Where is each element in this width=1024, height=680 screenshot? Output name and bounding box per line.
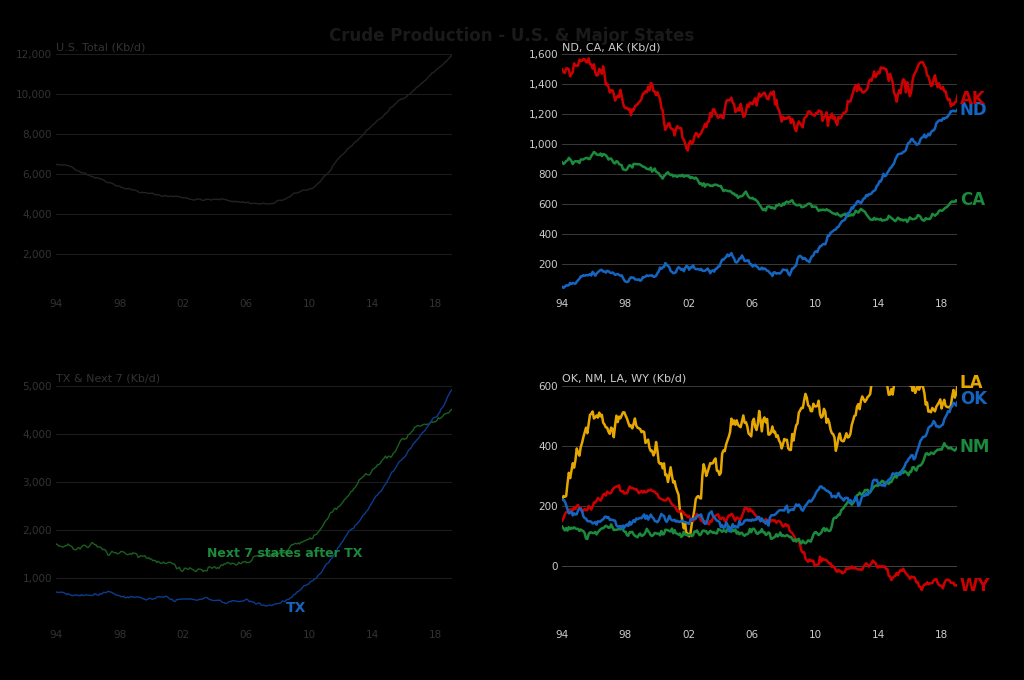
Text: OK: OK [959, 390, 987, 408]
Text: ND, CA, AK (Kb/d): ND, CA, AK (Kb/d) [562, 42, 660, 52]
Text: OK, NM, LA, WY (Kb/d): OK, NM, LA, WY (Kb/d) [562, 373, 686, 384]
Text: ND: ND [959, 101, 987, 118]
Text: Next 7 states after TX: Next 7 states after TX [207, 547, 362, 560]
Text: Crude Production - U.S. & Major States: Crude Production - U.S. & Major States [330, 27, 694, 45]
Text: LA: LA [959, 373, 983, 392]
Text: CA: CA [959, 191, 985, 209]
Text: WY: WY [959, 577, 990, 595]
Text: TX: TX [287, 601, 307, 615]
Text: AK: AK [959, 90, 985, 107]
Text: TX & Next 7 (Kb/d): TX & Next 7 (Kb/d) [56, 373, 161, 384]
Text: NM: NM [959, 439, 990, 456]
Text: U.S. Total (Kb/d): U.S. Total (Kb/d) [56, 42, 145, 52]
